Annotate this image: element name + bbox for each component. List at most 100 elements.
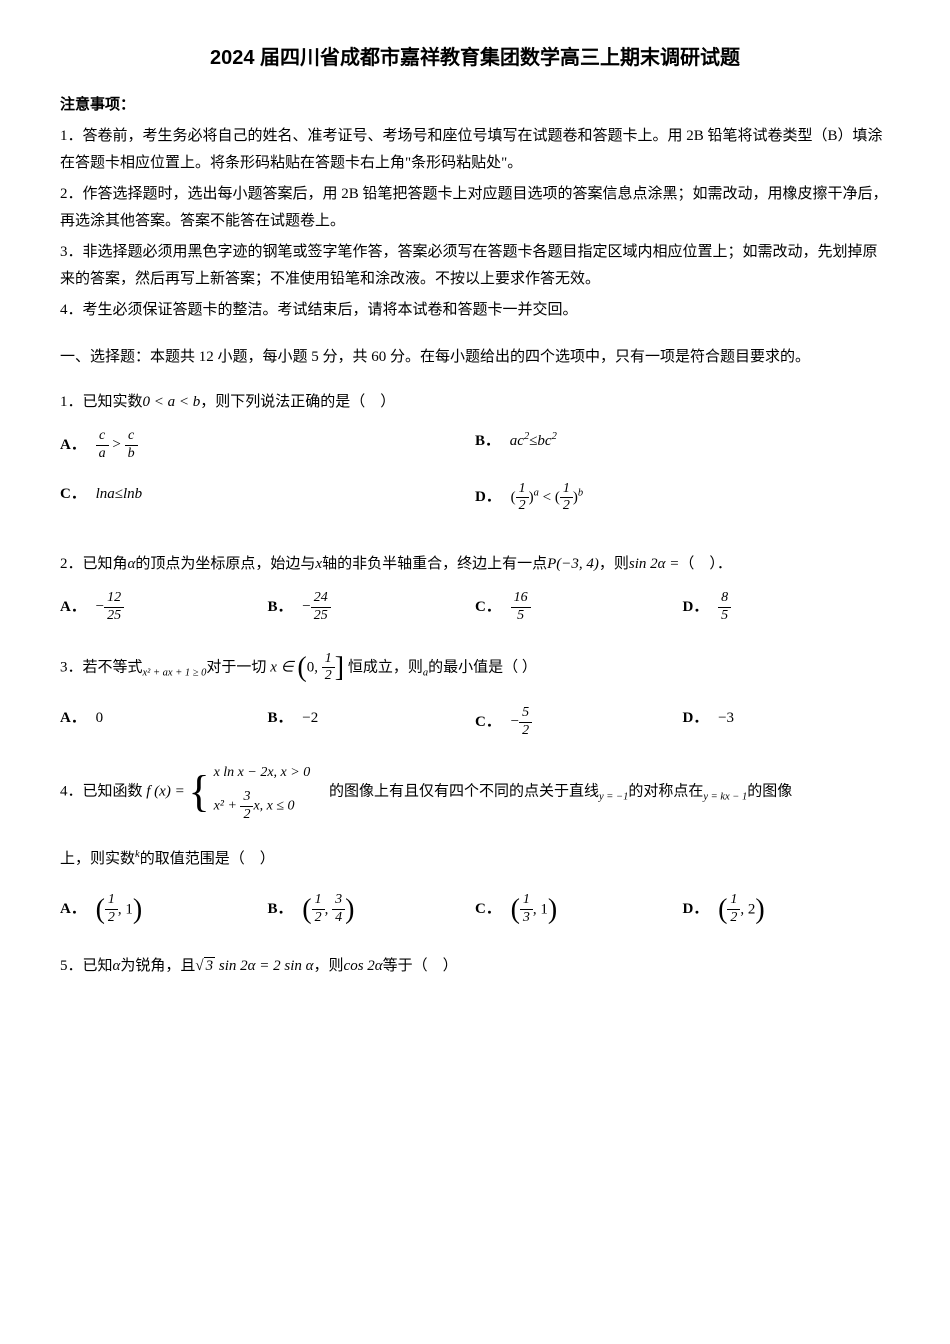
q5-rad: 3 [204,957,216,974]
q1D-numL: 1 [516,481,529,499]
section1-intro: 一、选择题：本题共 12 小题，每小题 5 分，共 60 分。在每小题给出的四个… [60,344,890,371]
q1-cond: 0 < a < b [143,394,201,410]
q3D-val: −3 [718,710,734,726]
q4-case2-p1: x² + [214,798,241,813]
q4A-ln: 1 [105,892,118,910]
q2-optC: C． 165 [475,590,683,625]
q4C-h: 1 [540,901,548,917]
q4-line1: y = −1 [599,791,628,802]
q3-p1: 3．若不等式 [60,659,143,675]
q4-optA: A． (12, 1) [60,885,268,935]
q3C-label: C． [475,714,501,730]
q4-textcont: 上，则实数 [60,851,135,867]
q2A-den: 25 [104,608,124,625]
notice-item-3: 3．非选择题必须用黑色字迹的钢笔或签字笔作答，答案必须写在答题卡各题目指定区域内… [60,239,890,293]
q1B-r: bc [537,433,551,449]
q3-optD: D． −3 [683,705,891,740]
q1-suffix: ，则下列说法正确的是（ ） [200,394,395,410]
q1D-denL: 2 [516,498,529,515]
q5-p2: 为锐角，且 [120,958,195,974]
q1D-rel: < [543,489,555,505]
q4A-label: A． [60,901,86,917]
q4D-label: D． [683,901,709,917]
q3-optA: A． 0 [60,705,268,740]
q1-options: A． ca > cb B． ac2≤bc2 C． lna≤lnb D． (12)… [60,428,890,533]
q3-optC: C． −52 [475,705,683,740]
q4-p5: 的取值范围是（ ） [140,851,275,867]
q1-stem: 1．已知实数0 < a < b，则下列说法正确的是（ ） [60,389,890,416]
q4-optC: C． (13, 1) [475,885,683,935]
q4-fx: f (x) = [146,783,184,799]
question-4: 4．已知函数 f (x) = { x ln x − 2x, x > 0 x² +… [60,758,890,935]
q4D-ld: 2 [727,910,740,927]
q4-case2-p2: x, x ≤ 0 [253,798,294,813]
q1-optD-label: D． [475,489,501,505]
q1A-numL: c [96,428,109,446]
q4-case1: x ln x − 2x, x > 0 [214,758,311,787]
q2C-den: 5 [511,608,531,625]
q1B-l: ac [510,433,524,449]
q3B-label: B． [268,710,293,726]
q2-options: A． −1225 B． −2425 C． 165 D． 85 [60,590,890,625]
q3-set-prefix: x ∈ [270,659,293,675]
q2-p2: 的顶点为坐标原点，始边与 [135,556,315,572]
q4-optB: B． (12, 34) [268,885,476,935]
q3C-sign: − [511,714,519,730]
q3C-num: 5 [519,705,532,723]
q2-p3: 轴的非负半轴重合，终边上有一点 [322,556,547,572]
q2-point: P(−3, 4) [547,556,599,572]
q3B-val: −2 [302,710,318,726]
q3-set-hnum: 1 [322,651,335,669]
q4-p2: 的图像上有且仅有四个不同的点关于直线 [314,783,599,799]
q2C-num: 16 [511,590,531,608]
q2-optB: B． −2425 [268,590,476,625]
q5-stem: 5．已知α为锐角，且3 sin 2α = 2 sin α，则cos 2α等于（ … [60,953,890,980]
q4-c2n: 3 [240,789,253,807]
q5-exprl: sin 2α = 2 sin α [215,958,313,974]
q1-prefix: 1．已知实数 [60,394,143,410]
q1A-denR: b [125,446,138,463]
q2C-label: C． [475,599,501,615]
q3-optB: B． −2 [268,705,476,740]
q2A-sign: − [96,599,104,615]
q1-optA-label: A． [60,437,86,453]
q3C-den: 2 [519,723,532,740]
question-2: 2．已知角α的顶点为坐标原点，始边与x轴的非负半轴重合，终边上有一点P(−3, … [60,551,890,625]
question-5: 5．已知α为锐角，且3 sin 2α = 2 sin α，则cos 2α等于（ … [60,953,890,980]
q3-p3: 恒成立，则 [348,659,423,675]
q3-set-hden: 2 [322,668,335,685]
q4A-ld: 2 [105,910,118,927]
q3-options: A． 0 B． −2 C． −52 D． −3 [60,705,890,740]
q1A-rel: > [112,437,124,453]
q2D-den: 5 [718,608,731,625]
q4B-label: B． [268,901,293,917]
q2-p5: （ ）． [679,556,732,572]
q4-line2: y = kx − 1 [703,791,747,802]
q1-optD: D． (12)a < (12)b [475,481,890,516]
q1D-numR: 1 [560,481,573,499]
q1-optC: C． lna≤lnb [60,481,475,516]
q4-stem: 4．已知函数 f (x) = { x ln x − 2x, x > 0 x² +… [60,758,890,826]
q3A-val: 0 [96,710,104,726]
q4C-ld: 3 [520,910,533,927]
q4-optD: D． (12, 2) [683,885,891,935]
q2A-num: 12 [104,590,124,608]
q2B-sign: − [302,599,310,615]
q1-optC-label: C． [60,486,86,502]
q1-optB-label: B． [475,433,500,449]
question-1: 1．已知实数0 < a < b，则下列说法正确的是（ ） A． ca > cb … [60,389,890,533]
q4B-hn: 3 [332,892,345,910]
q3-stem: 3．若不等式x² + ax + 1 ≥ 0对于一切 x ∈ (0, 12] 恒成… [60,643,890,693]
q2-p1: 2．已知角 [60,556,128,572]
exam-title: 2024 届四川省成都市嘉祥教育集团数学高三上期末调研试题 [60,40,890,76]
q1-optB: B． ac2≤bc2 [475,428,890,463]
q2D-label: D． [683,599,709,615]
q4-p3: 的对称点在 [628,783,703,799]
q4D-ln: 1 [727,892,740,910]
q3-ineq: x² + ax + 1 ≥ 0 [143,667,207,678]
q1D-expL: a [534,487,539,498]
q2B-label: B． [268,599,293,615]
q4-c2d: 2 [240,807,253,824]
q3D-label: D． [683,710,709,726]
q3-p2: 对于一切 [206,659,266,675]
